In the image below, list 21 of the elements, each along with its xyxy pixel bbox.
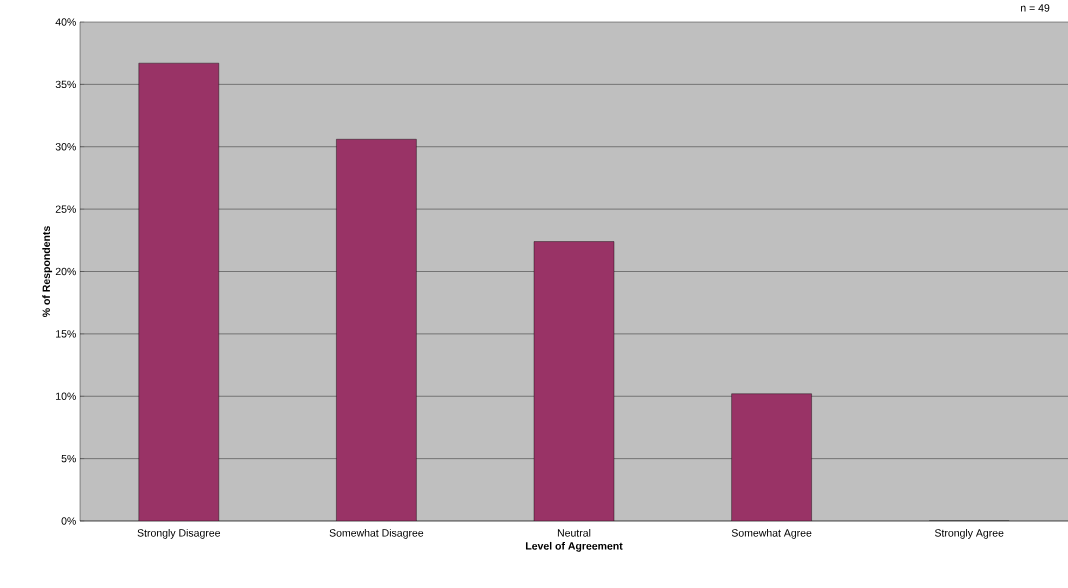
bar xyxy=(336,139,417,521)
text: n = 49 xyxy=(1021,4,1050,12)
y-tick-label: 15% xyxy=(56,330,76,338)
x-axis-title: Level of Agreement xyxy=(525,541,623,552)
x-tick-label: Somewhat Disagree xyxy=(329,528,424,539)
y-axis-title: % of Respondents xyxy=(42,226,53,318)
bar xyxy=(138,62,219,521)
y-tick-label: 40% xyxy=(55,18,76,26)
y-tick-label: 0% xyxy=(61,517,76,525)
y-tick-label: 30% xyxy=(55,143,76,151)
bar xyxy=(533,241,615,521)
y-tick-label: 20% xyxy=(55,267,76,276)
y-tick-label: 25% xyxy=(55,205,76,213)
x-tick-label: Somewhat Agree xyxy=(731,528,812,539)
y-tick-label: 5% xyxy=(61,454,76,463)
y-tick-label: 10% xyxy=(56,392,76,400)
bar xyxy=(731,393,812,521)
y-tick-label: 35% xyxy=(55,80,76,89)
x-tick-label: Strongly Disagree xyxy=(137,528,221,539)
x-tick-label: Neutral xyxy=(557,528,591,537)
x-tick-label: Strongly Agree xyxy=(934,528,1004,539)
